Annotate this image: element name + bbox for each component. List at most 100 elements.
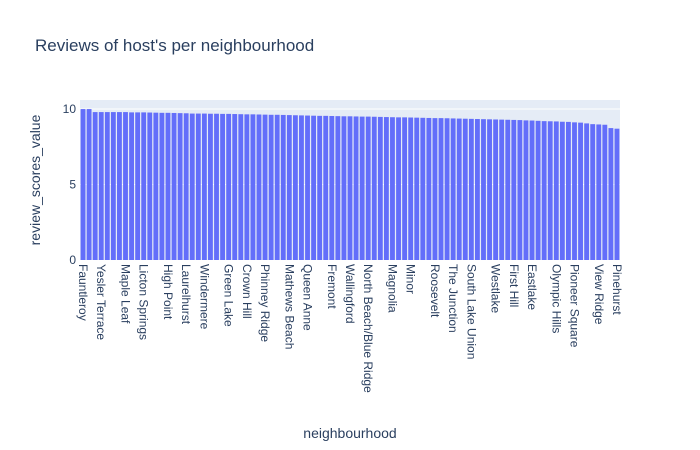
bar xyxy=(444,118,450,260)
bar xyxy=(432,118,438,260)
x-tick-label: View Ridge xyxy=(592,264,606,325)
bar xyxy=(201,113,207,260)
bar xyxy=(602,124,608,260)
x-tick-labels: Fauntleroy Yesler Terrace Maple Leaf Licton… xyxy=(76,264,624,393)
bar xyxy=(153,112,159,261)
bar xyxy=(104,112,110,260)
bar xyxy=(165,112,171,260)
bar xyxy=(268,114,274,260)
bar xyxy=(98,112,104,260)
bar xyxy=(256,114,262,261)
bar xyxy=(347,116,353,260)
y-tick-labels: 0 5 10 xyxy=(63,102,77,267)
bar xyxy=(147,112,153,260)
bar xyxy=(80,109,86,260)
x-tick-label: Queen Anne xyxy=(301,264,315,331)
bar xyxy=(359,116,365,260)
bar xyxy=(353,116,359,260)
bar xyxy=(414,117,420,260)
x-tick-label: Pioneer Square xyxy=(567,264,581,348)
bar xyxy=(323,115,329,260)
bar xyxy=(305,115,310,260)
x-tick-label: Eastlake xyxy=(525,264,539,310)
bar xyxy=(547,121,553,260)
bar xyxy=(426,117,432,261)
x-tick-label: Maple Leaf xyxy=(119,264,133,324)
bar xyxy=(456,118,462,260)
bar xyxy=(195,113,201,260)
bar xyxy=(541,121,547,260)
bar xyxy=(317,115,323,260)
bar xyxy=(135,112,141,260)
bar xyxy=(590,124,596,261)
bar xyxy=(383,117,389,260)
bar xyxy=(553,121,559,261)
bar xyxy=(468,118,474,261)
chart-title: Reviews of host's per neighbourhood xyxy=(35,36,314,55)
x-tick-label: Fauntleroy xyxy=(76,264,90,321)
x-tick-label: Minor xyxy=(404,264,418,294)
x-tick-label: Windermere xyxy=(197,264,211,330)
x-tick-label: Yesler Terrace xyxy=(94,264,108,340)
bar xyxy=(292,115,298,260)
bar xyxy=(487,119,492,260)
bar xyxy=(578,122,583,260)
bar xyxy=(280,114,286,260)
bar xyxy=(596,124,602,260)
bar xyxy=(481,119,486,260)
bar xyxy=(214,113,219,261)
bar xyxy=(250,114,256,260)
y-tick-label: 0 xyxy=(69,253,76,267)
bars xyxy=(80,109,620,261)
bar xyxy=(566,121,571,260)
x-tick-label: First Hill xyxy=(507,264,521,307)
x-tick-label: Licton Springs xyxy=(137,264,151,340)
bar xyxy=(474,119,480,261)
bar xyxy=(117,112,122,260)
bar xyxy=(232,114,238,260)
bar xyxy=(238,114,244,260)
bar xyxy=(299,115,304,261)
bar xyxy=(572,122,577,260)
bar xyxy=(584,123,590,261)
bar xyxy=(262,114,268,260)
bar xyxy=(371,116,377,260)
bar xyxy=(396,117,401,260)
bar xyxy=(493,119,499,260)
bar xyxy=(517,120,523,260)
bar xyxy=(123,112,128,260)
bar xyxy=(226,113,232,260)
x-tick-label: Mathews Beach xyxy=(282,264,296,349)
bar xyxy=(129,112,134,260)
bar xyxy=(286,115,292,260)
bar xyxy=(159,112,165,260)
x-tick-label: Phinney Ridge xyxy=(258,264,272,342)
y-tick-label: 10 xyxy=(63,102,77,116)
x-tick-label: North Beach/Blue Ridge xyxy=(361,264,375,393)
x-tick-label: Roosevelt xyxy=(428,264,442,318)
bar xyxy=(408,117,414,260)
y-axis-title: review_scores_value xyxy=(27,114,43,245)
bar xyxy=(244,114,250,260)
bar xyxy=(511,119,517,260)
bar xyxy=(177,113,183,260)
bar xyxy=(274,114,280,260)
bar xyxy=(402,117,408,260)
bar xyxy=(86,109,92,260)
bar xyxy=(329,116,335,260)
y-tick-label: 5 xyxy=(69,178,76,192)
bar xyxy=(110,112,116,260)
bar xyxy=(208,113,213,261)
x-tick-label: South Lake Union xyxy=(464,264,478,359)
x-tick-label: The Junction xyxy=(446,264,460,333)
bar xyxy=(92,112,98,260)
x-tick-label: Magnolia xyxy=(385,264,399,313)
bar xyxy=(462,118,468,260)
x-tick-label: Green Lake xyxy=(222,264,236,327)
bar xyxy=(505,119,511,261)
x-tick-label: Crown Hill xyxy=(240,264,254,319)
x-tick-label: Pinehurst xyxy=(610,264,624,315)
bar xyxy=(377,116,383,260)
bar xyxy=(311,115,317,260)
